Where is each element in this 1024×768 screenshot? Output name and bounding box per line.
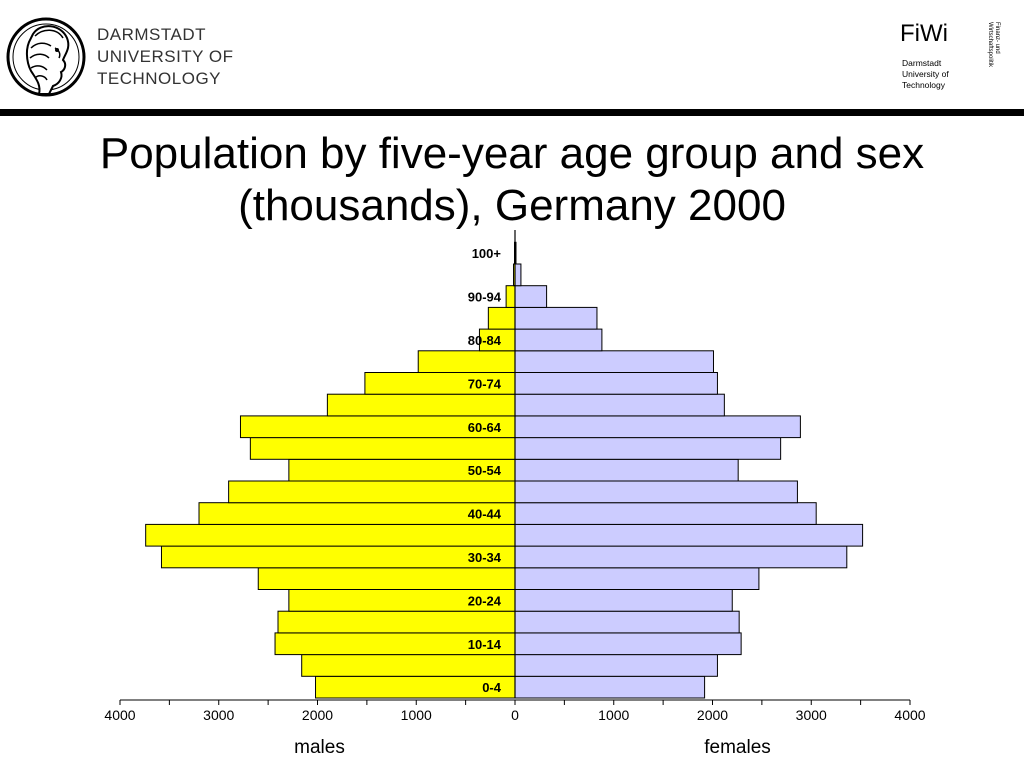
age-group-label: 50-54 — [468, 463, 502, 478]
fiwi-logo-subtitle: Darmstadt University of Technology — [902, 58, 949, 91]
population-pyramid-chart: 0-4 10-14 20-24 30-34 40-44 50-54 60-64 70-74 80… — [104, 230, 926, 758]
header-divider — [0, 109, 1024, 116]
x-tick-label: 1000 — [401, 707, 432, 723]
male-bar-65-69 — [326, 393, 516, 417]
x-tick-label: 3000 — [203, 707, 234, 723]
female-bar-75-79 — [514, 350, 714, 374]
male-bar-90-94 — [505, 285, 516, 308]
male-bar-35-39 — [145, 523, 516, 547]
age-group-label: 40-44 — [468, 507, 502, 522]
female-bar-15-19 — [514, 610, 740, 634]
female-bar-60-64 — [514, 415, 801, 439]
fiwi-logo-side-text: Finanz- und Wirtschaftspolitik — [987, 22, 1000, 68]
female-bar-25-29 — [514, 567, 760, 590]
female-bar-65-69 — [514, 393, 725, 417]
age-group-label: 100+ — [472, 246, 502, 261]
slide-title-line: (thousands), Germany 2000 — [238, 181, 786, 230]
female-bar-40-44 — [514, 502, 817, 525]
female-bar-5-9 — [514, 654, 718, 677]
athena-head-seal-icon — [6, 17, 86, 97]
university-name-line: UNIVERSITY OF — [97, 47, 234, 66]
male-bar-30-34 — [160, 545, 516, 569]
x-axis-title-males: males — [294, 737, 345, 758]
male-bar-15-19 — [277, 610, 516, 634]
fiwi-subtitle-line: Technology — [902, 80, 946, 90]
age-group-label: 70-74 — [468, 376, 502, 391]
female-bar-50-54 — [514, 458, 739, 482]
age-group-label: 10-14 — [468, 637, 502, 652]
fiwi-logo-title: FiWi — [900, 20, 948, 47]
male-bar-5-9 — [301, 654, 516, 677]
female-bar-45-49 — [514, 480, 798, 504]
x-tick-label: 2000 — [697, 707, 728, 723]
female-bar-70-74 — [514, 372, 718, 395]
female-bar-85-89 — [514, 306, 598, 330]
age-group-label: 20-24 — [468, 593, 502, 608]
slide-title: Population by five-year age group and se… — [0, 128, 1024, 232]
slide-title-line: Population by five-year age group and se… — [99, 129, 925, 178]
female-bar-80-84 — [514, 328, 603, 352]
x-tick-label: 4000 — [104, 707, 135, 723]
male-bar-75-79 — [417, 350, 516, 374]
fiwi-subtitle-line: Darmstadt — [902, 58, 942, 68]
male-bar-25-29 — [257, 567, 516, 590]
x-tick-label: 2000 — [302, 707, 333, 723]
male-bar-55-59 — [249, 437, 516, 460]
male-bar-85-89 — [487, 306, 516, 330]
age-group-label: 90-94 — [468, 290, 502, 305]
university-name: DARMSTADT UNIVERSITY OF TECHNOLOGY — [97, 24, 234, 90]
female-bar-55-59 — [514, 437, 782, 460]
x-tick-label: 1000 — [598, 707, 629, 723]
age-group-label: 30-34 — [468, 550, 502, 565]
slide-header: DARMSTADT UNIVERSITY OF TECHNOLOGY FiWi … — [0, 0, 1024, 116]
x-tick-label: 0 — [511, 707, 519, 723]
female-bar-20-24 — [514, 589, 733, 612]
female-bar-35-39 — [514, 523, 864, 547]
female-bar-30-34 — [514, 545, 848, 569]
female-bar-95-99 — [514, 263, 522, 287]
female-bar-90-94 — [514, 285, 548, 308]
age-group-label: 80-84 — [468, 333, 502, 348]
x-tick-label: 3000 — [796, 707, 827, 723]
x-tick-label: 4000 — [894, 707, 925, 723]
male-bar-45-49 — [228, 480, 516, 504]
fiwi-subtitle-line: University of — [902, 69, 949, 79]
university-name-line: TECHNOLOGY — [97, 69, 222, 88]
age-group-label: 60-64 — [468, 420, 502, 435]
female-bar-10-14 — [514, 632, 742, 656]
female-bar-0-4 — [514, 675, 706, 699]
university-name-line: DARMSTADT — [97, 25, 207, 44]
fiwi-logo: FiWi Darmstadt University of Technology … — [900, 20, 1000, 100]
age-group-label: 0-4 — [482, 680, 502, 695]
x-axis-title-females: females — [704, 737, 771, 758]
